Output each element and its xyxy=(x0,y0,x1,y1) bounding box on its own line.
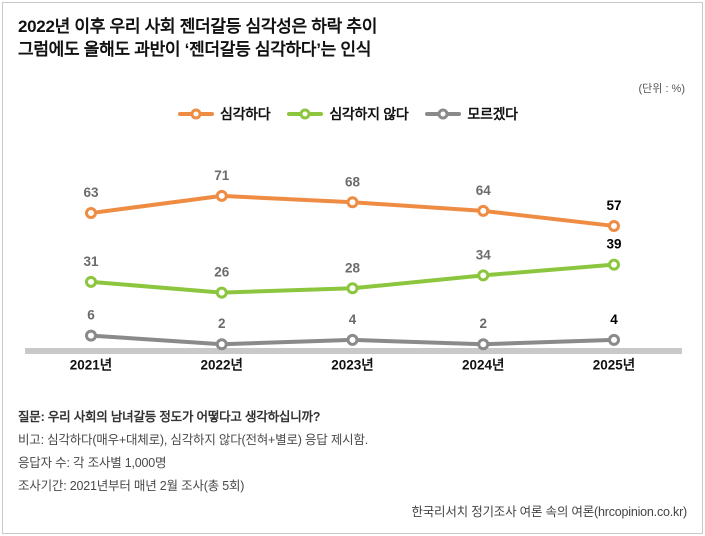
footnotes: 질문: 우리 사회의 남녀갈등 정도가 어떻다고 생각하십니까? 비고: 심각하… xyxy=(18,406,368,498)
data-point xyxy=(477,204,490,217)
data-point xyxy=(215,286,228,299)
legend-circle-icon xyxy=(190,108,202,120)
legend-label: 모르겠다 xyxy=(467,106,518,122)
legend-line-marker-icon xyxy=(425,108,462,120)
value-label: 71 xyxy=(214,168,230,183)
data-point xyxy=(346,282,359,295)
data-point xyxy=(477,269,490,282)
data-point xyxy=(215,338,228,351)
value-label: 4 xyxy=(610,312,618,327)
value-label: 39 xyxy=(606,237,621,252)
year-label: 2025년 xyxy=(593,358,635,373)
data-point xyxy=(608,258,620,271)
value-label: 31 xyxy=(83,254,99,269)
year-label: 2024년 xyxy=(462,358,504,373)
series-line xyxy=(89,333,616,347)
footnote-period: 조사기간: 2021년부터 매년 2월 조사(총 5회) xyxy=(18,479,245,493)
data-point xyxy=(85,329,97,342)
data-point xyxy=(85,207,97,220)
chart-legend: 심각하다 심각하지 않다 모르겠다 xyxy=(178,104,518,124)
legend-item-not-serious: 심각하지 않다 xyxy=(287,104,409,124)
source-credit: 한국리서치 정기조사 여론 속의 여론(hrcopinion.co.kr) xyxy=(411,505,687,519)
data-point xyxy=(85,275,97,288)
footnote-note: 비고: 심각하다(매우+대체로), 심각하지 않다(전혀+별로) 응답 제시함. xyxy=(18,433,369,447)
data-point xyxy=(608,333,620,346)
year-label: 2023년 xyxy=(331,358,373,373)
data-point xyxy=(215,189,228,202)
value-label: 4 xyxy=(349,312,357,327)
legend-line-marker-icon xyxy=(287,108,324,120)
chart-title: 2022년 이후 우리 사회 젠더갈등 심각성은 하락 추이 그럼에도 올해도 … xyxy=(18,15,377,61)
value-label: 2 xyxy=(479,316,487,331)
value-label: 2 xyxy=(218,316,226,331)
value-label: 34 xyxy=(476,247,492,262)
data-point xyxy=(346,196,359,209)
legend-item-dont-know: 모르겠다 xyxy=(425,104,518,124)
title-line-1: 2022년 이후 우리 사회 젠더갈등 심각성은 하락 추이 xyxy=(18,17,378,36)
data-point xyxy=(346,333,359,346)
series-line xyxy=(89,193,616,228)
value-label: 68 xyxy=(345,174,361,189)
x-axis-baseline xyxy=(25,348,682,354)
legend-item-serious: 심각하다 xyxy=(178,104,271,124)
data-point xyxy=(477,338,490,351)
value-label: 28 xyxy=(345,260,361,275)
value-label: 64 xyxy=(476,183,492,198)
value-label: 57 xyxy=(606,198,621,213)
series-line xyxy=(89,262,616,295)
legend-circle-icon xyxy=(437,108,449,120)
legend-label: 심각하다 xyxy=(220,106,271,122)
footnote-question: 질문: 우리 사회의 남녀갈등 정도가 어떻다고 생각하십니까? xyxy=(18,410,321,424)
footnote-respondents: 응답자 수: 각 조사별 1,000명 xyxy=(18,456,167,470)
legend-label: 심각하지 않다 xyxy=(329,106,409,122)
year-label: 2021년 xyxy=(70,358,112,373)
legend-circle-icon xyxy=(299,108,311,120)
value-label: 26 xyxy=(214,265,230,280)
unit-label: (단위 : %) xyxy=(638,83,685,95)
title-line-2: 그럼에도 올해도 과반이 ‘젠더갈등 심각하다’는 인식 xyxy=(18,40,372,59)
year-label: 2022년 xyxy=(201,358,243,373)
value-label: 6 xyxy=(87,308,95,323)
value-label: 63 xyxy=(83,185,99,200)
data-point xyxy=(608,219,620,232)
legend-line-marker-icon xyxy=(178,108,214,120)
